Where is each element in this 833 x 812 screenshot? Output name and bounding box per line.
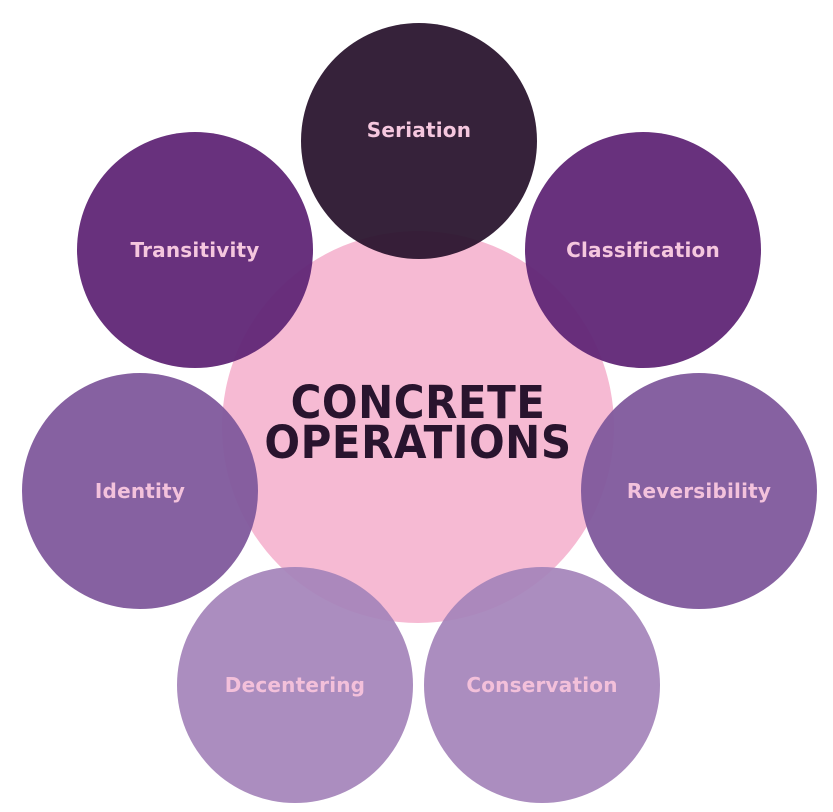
node-conservation: Conservation — [424, 567, 660, 803]
node-label-decentering: Decentering — [224, 673, 366, 697]
node-classification: Classification — [525, 132, 761, 368]
node-decentering: Decentering — [177, 567, 413, 803]
node-transitivity: Transitivity — [77, 132, 313, 368]
node-label-classification: Classification — [566, 238, 720, 262]
center-title-line-2: OPERATIONS — [264, 416, 572, 469]
node-label-transitivity: Transitivity — [130, 238, 260, 262]
center-title-line-1: CONCRETE — [290, 376, 546, 429]
node-label-reversibility: Reversibility — [626, 479, 772, 503]
center-title: CONCRETE OPERATIONS — [222, 231, 614, 623]
node-reversibility: Reversibility — [581, 373, 817, 609]
node-label-conservation: Conservation — [466, 673, 618, 697]
node-label-seriation: Seriation — [366, 118, 472, 142]
node-identity: Identity — [22, 373, 258, 609]
node-label-identity: Identity — [94, 479, 186, 503]
node-seriation: Seriation — [301, 23, 537, 259]
